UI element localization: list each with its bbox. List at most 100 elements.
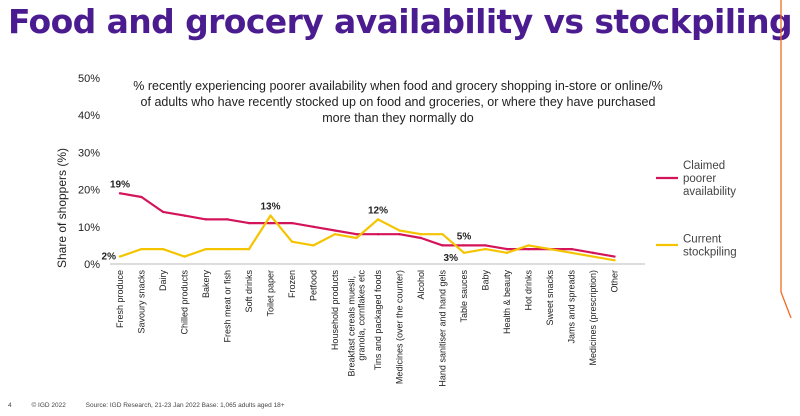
legend: Claimed poorer availability Current stockpil… <box>656 160 737 259</box>
copyright: © IGD 2022 <box>31 402 66 409</box>
legend-label: Claimed poorer availability <box>683 160 736 198</box>
data-point <box>247 221 251 225</box>
x-tick-label: Medicines (prescription) <box>588 270 598 366</box>
y-axis-ticks: 0% 10% 20% 30% 40% 50% <box>78 73 100 271</box>
x-tick-label: Household products <box>330 270 340 351</box>
x-tick-label: Health & beauty <box>502 270 512 335</box>
data-point <box>398 229 401 232</box>
legend-label: Current stockpiling <box>683 234 737 259</box>
data-point <box>419 236 423 240</box>
data-point <box>591 255 595 258</box>
data-point <box>312 225 315 228</box>
data-label: 12% <box>368 205 388 216</box>
data-point <box>226 247 229 251</box>
data-point <box>161 210 165 214</box>
x-tick-label: Hot drinks <box>524 270 534 311</box>
x-tick-label: Bakery <box>201 270 211 299</box>
x-tick-label: Hand sanitiser and hand gels <box>438 270 448 387</box>
accent-line <box>780 0 792 319</box>
source-note: Source: IGD Research, 21-23 Jan 2022 Bas… <box>85 402 285 409</box>
data-point <box>570 247 573 251</box>
data-point <box>355 236 358 240</box>
data-point <box>333 229 337 232</box>
data-point <box>441 244 444 247</box>
x-tick-label: Breakfast cereals muesli,granola, cornfl… <box>347 270 367 377</box>
chart-subtitle: % recently experiencing poorer availabil… <box>133 79 663 125</box>
data-point <box>290 221 294 225</box>
x-tick-label: Other <box>610 270 620 293</box>
x-tick-label: Toilet paper <box>266 270 276 317</box>
data-point <box>247 247 251 251</box>
data-point <box>204 218 208 221</box>
x-tick-label: Baby <box>481 270 491 291</box>
data-point <box>355 233 358 236</box>
x-tick-label: Savoury snacks <box>137 270 147 334</box>
y-tick-label: 30% <box>78 147 100 159</box>
x-tick-label: Chilled products <box>180 270 190 335</box>
data-point <box>613 259 616 262</box>
data-label: 3% <box>444 253 459 264</box>
data-point <box>398 233 401 236</box>
page-number: 4 <box>8 402 12 409</box>
data-point <box>183 214 186 217</box>
footer: 4 © IGD 2022 Source: IGD Research, 21-23… <box>8 402 303 409</box>
data-point <box>462 244 466 247</box>
x-tick-label: Sweet snacks <box>545 270 555 326</box>
data-point <box>505 247 509 251</box>
data-point <box>591 251 595 255</box>
data-point <box>441 233 444 236</box>
y-tick-label: 40% <box>78 110 100 122</box>
x-tick-label: Tins and packaged foods <box>373 270 383 371</box>
data-point <box>118 255 122 258</box>
series-line-availability <box>119 192 615 258</box>
x-tick-label: Jams and spreads <box>567 270 577 344</box>
data-point <box>204 247 208 251</box>
data-label: 19% <box>110 179 130 190</box>
data-point <box>140 247 143 251</box>
series-line-stockpiling <box>119 214 615 262</box>
data-point <box>118 192 122 195</box>
data-point <box>613 255 616 258</box>
data-point <box>548 247 552 251</box>
series-lines <box>118 192 616 262</box>
x-tick-label: Soft drinks <box>244 270 254 313</box>
x-tick-label: Petfood <box>309 270 319 301</box>
data-point <box>333 233 337 236</box>
data-label: 5% <box>457 231 472 242</box>
x-tick-label: Dairy <box>158 270 168 292</box>
data-point <box>290 240 294 243</box>
y-axis-label: Share of shoppers (%) <box>55 148 69 268</box>
data-point <box>376 233 380 236</box>
y-tick-label: 50% <box>78 73 100 85</box>
data-label: 2% <box>102 252 117 263</box>
data-point <box>376 218 380 221</box>
data-label: 13% <box>260 202 280 213</box>
x-tick-label: Fresh meat or fish <box>223 270 233 343</box>
page-title: Food and grocery availability vs stockpi… <box>7 2 793 41</box>
data-point <box>527 247 530 251</box>
x-tick-label: Fresh produce <box>115 270 125 328</box>
data-point <box>419 233 423 236</box>
x-tick-label: Frozen <box>287 270 297 298</box>
data-point <box>183 255 186 258</box>
data-point <box>161 247 165 251</box>
x-tick-label: Alcohol <box>416 270 426 300</box>
data-point <box>527 244 530 247</box>
data-point <box>505 251 509 255</box>
y-tick-label: 0% <box>84 259 100 271</box>
data-point <box>462 251 466 255</box>
data-point <box>140 195 143 199</box>
data-point <box>226 218 229 221</box>
y-tick-label: 20% <box>78 185 100 197</box>
data-point <box>312 244 315 247</box>
data-point <box>570 251 573 255</box>
y-tick-label: 10% <box>78 222 100 234</box>
data-point <box>484 244 487 247</box>
data-point <box>269 221 272 225</box>
data-point <box>269 214 272 217</box>
x-axis-ticks: Fresh produce Savoury snacks Dairy Chilled … <box>115 270 620 387</box>
x-tick-label: Medicines (over the counter) <box>395 270 405 384</box>
data-point <box>484 247 487 251</box>
x-tick-label: Table sauces <box>459 270 469 323</box>
